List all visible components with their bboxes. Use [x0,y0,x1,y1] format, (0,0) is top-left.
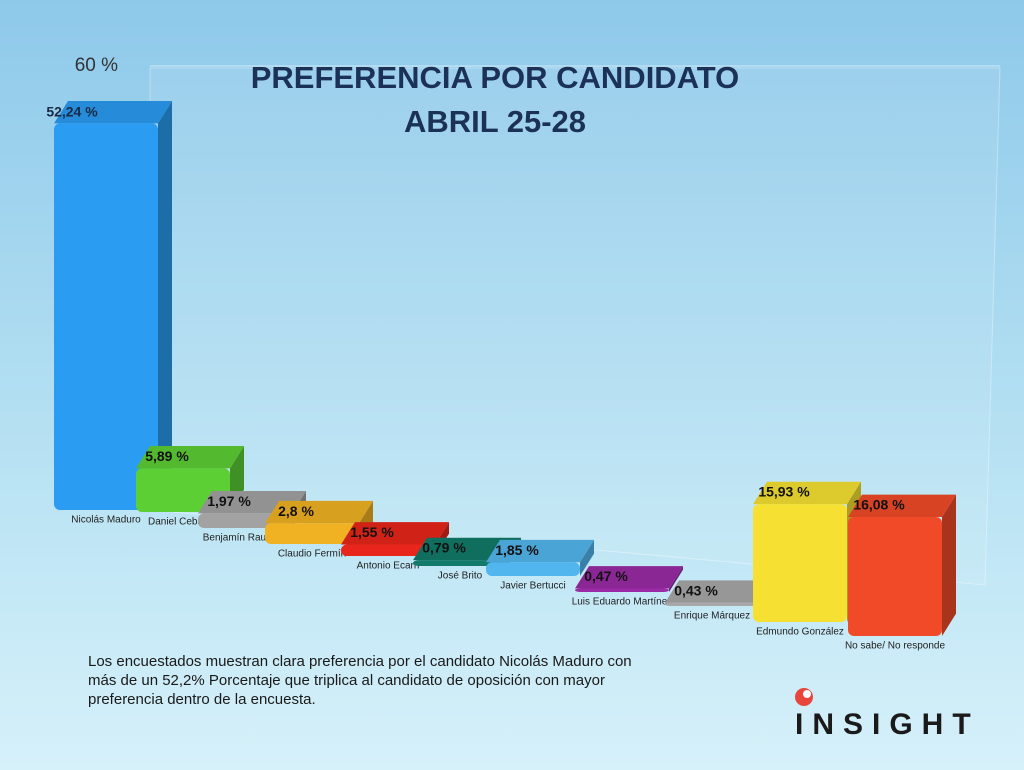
bar [413,560,507,566]
value-label: 1,55 % [350,524,394,540]
y-tick-label: 60 % [75,55,118,76]
x-tick-label: No sabe/ No responde [845,641,946,652]
bar-top [665,580,773,603]
bar-side [580,539,594,576]
x-tick-label: Edmundo González [756,627,844,638]
bar-top [265,500,373,524]
value-label: 0,79 % [422,540,466,556]
bar [848,517,942,636]
value-label: 0,43 % [674,582,718,598]
bar-top [753,481,861,505]
bar-top [136,446,244,469]
chart-title: ABRIL 25-28 [404,104,586,139]
note: Los encuestados muestran clara preferenc… [88,653,632,708]
bar-top [341,522,449,545]
value-label: 1,97 % [207,493,251,509]
bar [54,123,158,510]
value-label: 5,89 % [145,448,189,464]
bar [753,504,847,622]
value-label: 2,8 % [278,503,314,519]
logo: INSIGHT [795,688,980,742]
bar-side [158,101,172,511]
bar [486,562,580,576]
logo-text: INSIGHT [795,708,980,741]
bar [341,544,435,556]
x-tick-label: Claudio Fermín [278,549,346,560]
x-tick-label: Enrique Márquez [674,611,750,622]
bar [575,588,669,592]
bar-side [942,494,956,636]
bar-side [669,566,683,592]
bar-top [848,494,956,518]
bar-top [486,539,594,563]
chart-title: PREFERENCIA POR CANDIDATO [251,60,740,95]
x-tick-label: Nicolás Maduro [71,515,141,526]
bar [265,523,359,544]
bar [665,602,759,606]
bar-top [54,101,172,124]
value-label: 15,93 % [758,484,810,500]
value-label: 52,24 % [46,104,98,120]
value-label: 16,08 % [853,497,905,513]
x-tick-label: Daniel Ceballos [148,517,218,528]
logo-icon [795,688,813,706]
value-label: 0,47 % [584,568,628,584]
x-tick-label: Luis Eduardo Martínez [572,597,673,608]
x-tick-label: Antonio Ecarri [357,561,420,572]
bar-top [575,566,683,589]
x-tick-label: Javier Bertucci [500,581,566,592]
value-label: 1,85 % [495,542,539,558]
x-tick-label: José Brito [438,571,483,582]
x-tick-label: Benjamín Rausseu [203,533,288,544]
